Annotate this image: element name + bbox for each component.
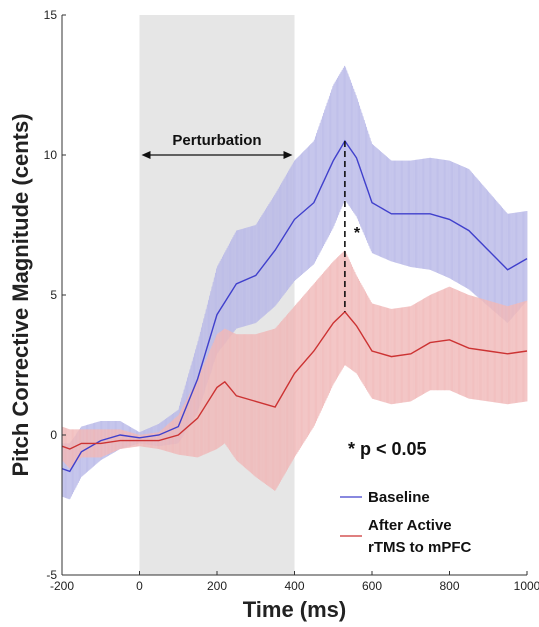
perturbation-label: Perturbation xyxy=(172,132,261,149)
x-tick-label: 200 xyxy=(207,579,227,593)
legend-label-after-rtms-line1: After Active xyxy=(368,517,452,534)
series-lines xyxy=(61,139,528,473)
series-line-baseline xyxy=(61,139,528,473)
y-tick-label: 5 xyxy=(50,288,57,302)
y-tick-label: 15 xyxy=(44,8,58,22)
y-tick-label: 0 xyxy=(50,428,57,442)
legend-label-after-rtms-line2: rTMS to mPFC xyxy=(368,539,471,556)
legend-label-baseline: Baseline xyxy=(368,489,430,506)
arrow-head-right xyxy=(283,151,293,159)
y-tick-label: -5 xyxy=(46,568,57,582)
peak-significance-star: * xyxy=(354,225,361,242)
x-tick-label: -200 xyxy=(50,579,74,593)
y-tick-label: 10 xyxy=(44,148,58,162)
x-tick-label: 0 xyxy=(136,579,143,593)
axis-ticks: -200 0 200 400 600 800 1000 -5 0 5 10 15 xyxy=(44,8,539,593)
arrow-head-left xyxy=(141,151,151,159)
significance-note: * p < 0.05 xyxy=(348,439,427,459)
y-axis-label: Pitch Corrective Magnitude (cents) xyxy=(8,113,33,476)
x-tick-label: 800 xyxy=(439,579,459,593)
perturbation-annotation: Perturbation xyxy=(141,132,293,159)
legend: Baseline After Active rTMS to mPFC xyxy=(340,489,471,556)
x-axis-label: Time (ms) xyxy=(243,597,347,622)
x-tick-label: 400 xyxy=(284,579,304,593)
x-tick-label: 1000 xyxy=(514,579,539,593)
x-tick-label: 600 xyxy=(362,579,382,593)
series-line-after-rtms xyxy=(61,310,528,450)
